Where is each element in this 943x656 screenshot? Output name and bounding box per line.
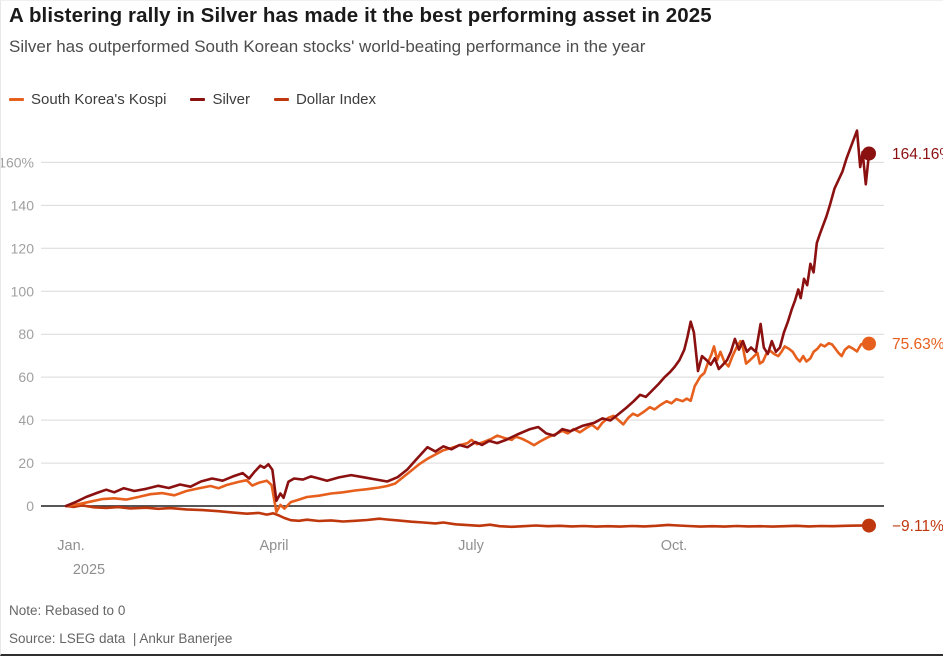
y-tick-label: 60 xyxy=(18,369,34,385)
legend-item-south-korea-s-kospi: South Korea's Kospi xyxy=(9,91,166,108)
y-tick-label: 20 xyxy=(18,455,34,471)
x-tick-sublabel: 2025 xyxy=(73,562,105,578)
x-tick-label: Oct. xyxy=(661,538,688,554)
chart-source: Source: LSEG data | Ankur Banerjee xyxy=(9,631,233,646)
series-end-label: 164.16% xyxy=(892,146,943,163)
legend-item-silver: Silver xyxy=(190,91,250,108)
legend-label: Dollar Index xyxy=(295,91,377,108)
x-tick-label: July xyxy=(458,538,485,554)
line-chart-svg: 0 20 40 60 80 100 120 140 160% Jan. 2025 April July O… xyxy=(1,129,943,578)
page-title: A blistering rally in Silver has made it… xyxy=(9,4,712,27)
x-tick-label: Jan. xyxy=(57,538,84,554)
series-end-dot xyxy=(862,146,876,161)
legend: South Korea's Kospi Silver Dollar Index xyxy=(9,91,376,108)
y-tick-label: 160% xyxy=(1,154,34,170)
y-tick-label: 120 xyxy=(11,240,35,256)
y-tick-label: 80 xyxy=(18,326,34,342)
legend-swatch-icon xyxy=(273,98,289,101)
legend-label: South Korea's Kospi xyxy=(31,91,167,108)
series-end-label: −9.11% xyxy=(892,518,943,535)
series-line-dollar-index xyxy=(64,504,871,529)
x-tick-label: April xyxy=(259,538,288,554)
series-end-dot xyxy=(862,336,876,351)
series-end-dot xyxy=(862,518,876,533)
legend-swatch-icon xyxy=(9,98,24,101)
series-end-label: 75.63% xyxy=(892,336,943,353)
page-subtitle: Silver has outperformed South Korean sto… xyxy=(9,37,646,56)
legend-label: Silver xyxy=(212,91,250,108)
y-tick-label: 100 xyxy=(11,283,35,299)
chart-container: 0 20 40 60 80 100 120 140 160% Jan. 2025 April July O… xyxy=(1,113,943,591)
y-tick-label: 40 xyxy=(18,412,34,428)
y-tick-label: 140 xyxy=(11,197,35,213)
legend-item-dollar-index: Dollar Index xyxy=(273,91,377,108)
legend-swatch-icon xyxy=(190,98,206,101)
series-line-silver xyxy=(64,129,871,508)
chart-note: Note: Rebased to 0 xyxy=(9,603,126,618)
y-tick-label: 0 xyxy=(26,498,34,514)
